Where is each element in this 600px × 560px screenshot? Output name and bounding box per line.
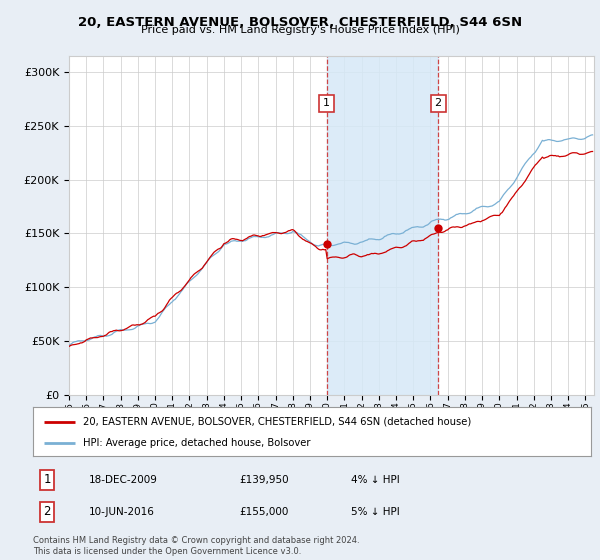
Text: Contains HM Land Registry data © Crown copyright and database right 2024.
This d: Contains HM Land Registry data © Crown c… xyxy=(33,536,359,556)
Text: £155,000: £155,000 xyxy=(239,507,289,517)
Text: HPI: Average price, detached house, Bolsover: HPI: Average price, detached house, Bols… xyxy=(83,437,311,447)
Text: 18-DEC-2009: 18-DEC-2009 xyxy=(89,475,158,485)
Text: 2: 2 xyxy=(43,505,50,519)
Text: Price paid vs. HM Land Registry's House Price Index (HPI): Price paid vs. HM Land Registry's House … xyxy=(140,25,460,35)
Text: 5% ↓ HPI: 5% ↓ HPI xyxy=(351,507,400,517)
Bar xyxy=(326,56,438,395)
Text: £139,950: £139,950 xyxy=(239,475,289,485)
Text: 10-JUN-2016: 10-JUN-2016 xyxy=(89,507,155,517)
Text: 2: 2 xyxy=(434,99,442,109)
Text: 4% ↓ HPI: 4% ↓ HPI xyxy=(351,475,400,485)
Text: 20, EASTERN AVENUE, BOLSOVER, CHESTERFIELD, S44 6SN: 20, EASTERN AVENUE, BOLSOVER, CHESTERFIE… xyxy=(78,16,522,29)
Text: 20, EASTERN AVENUE, BOLSOVER, CHESTERFIELD, S44 6SN (detached house): 20, EASTERN AVENUE, BOLSOVER, CHESTERFIE… xyxy=(83,417,472,427)
Text: 1: 1 xyxy=(323,99,330,109)
Text: 1: 1 xyxy=(43,473,50,487)
